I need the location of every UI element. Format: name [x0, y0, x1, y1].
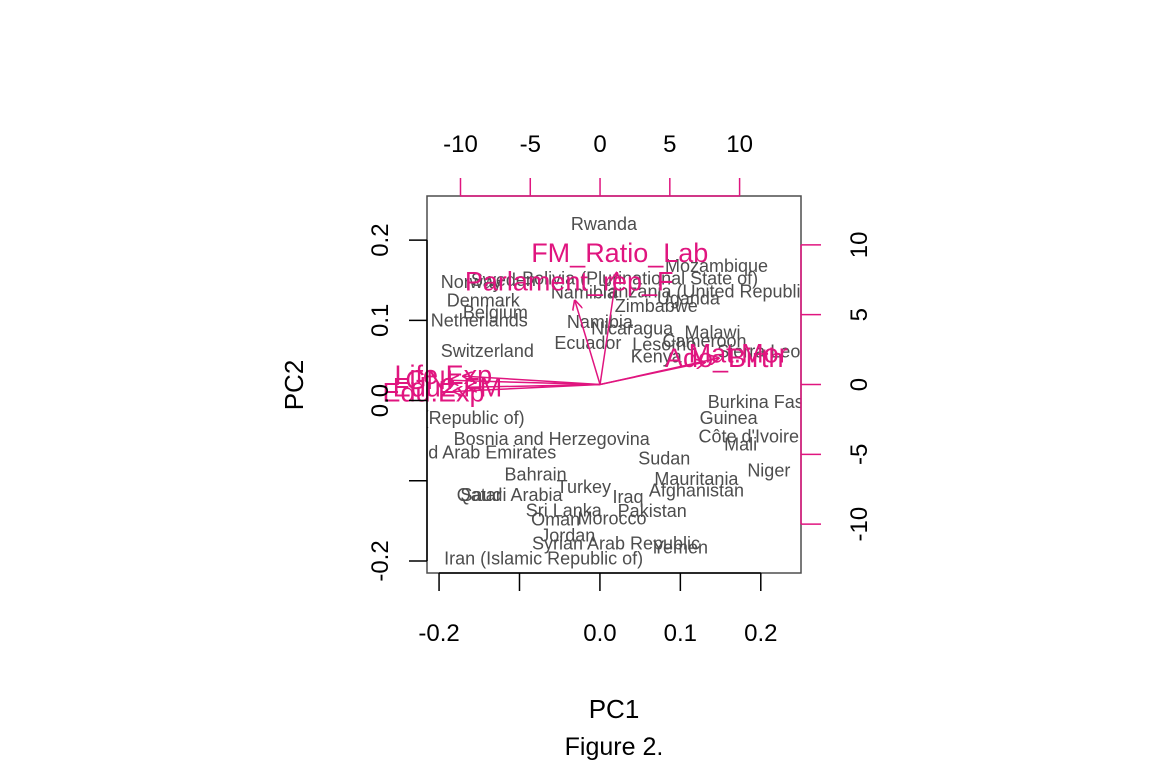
country-label: Bahrain: [505, 464, 567, 484]
loading-label: Mat.Mor: [689, 339, 788, 369]
top-tick-label: 10: [726, 131, 753, 158]
x-axis-title: PC1: [589, 694, 640, 724]
country-label: Iran (Islamic Republic of): [444, 549, 643, 569]
country-label: Jordan: [540, 525, 595, 545]
country-label: Netherlands: [431, 310, 528, 330]
x-tick-label: 0.1: [664, 620, 697, 647]
country-label: Turkey: [557, 477, 611, 497]
top-tick-label: -10: [443, 131, 478, 158]
country-label: Sudan: [638, 448, 690, 468]
country-label: Korea (Republic of): [370, 408, 525, 428]
pc2-score-axis: -0.2 0.0 0.1 0.2: [367, 223, 428, 582]
country-label: Norway: [441, 272, 502, 292]
country-label: Niger: [747, 460, 790, 480]
y-axis-title: PC2: [279, 360, 309, 411]
country-label: Lesotho: [632, 334, 696, 354]
country-label: Belgium: [463, 302, 528, 322]
right-tick-label: -5: [846, 444, 873, 465]
country-label: Bosnia and Herzegovina: [454, 429, 651, 449]
country-label: Zimbabwe: [615, 296, 698, 316]
country-label: Mauritania: [654, 469, 739, 489]
top-tick-label: -5: [520, 131, 541, 158]
x-tick-label: 0.2: [744, 620, 777, 647]
loading-vectors: [449, 273, 718, 392]
pc1-loading-axis: -10 -5 0 5 10: [443, 131, 753, 197]
country-label: Sri Lanka: [526, 500, 603, 520]
country-label: Afghanistan: [649, 480, 744, 500]
y-tick-label: 0.1: [367, 304, 394, 337]
top-tick-label: 0: [593, 131, 606, 158]
pc1-score-axis: -0.2 0.0 0.1 0.2: [418, 572, 777, 647]
loading-arrow: [575, 301, 601, 385]
right-tick-label: 0: [846, 378, 873, 391]
country-label: Burkina Faso: [708, 392, 814, 412]
country-label: Rwanda: [571, 214, 638, 234]
country-label: Yemen: [653, 537, 708, 557]
pc2-loading-axis: -10 -5 0 5 10: [800, 232, 873, 542]
right-tick-label: 5: [846, 308, 873, 321]
country-label: Guinea: [700, 408, 759, 428]
loading-arrow: [463, 376, 601, 386]
country-label: Namibia: [567, 312, 634, 332]
country-label: Morocco: [577, 508, 646, 528]
country-label: Namibia: [551, 282, 618, 302]
country-label: Syrian Arab Republic: [532, 533, 700, 553]
country-label: Tanzania (United Republic: [599, 281, 809, 301]
country-label: Denmark: [447, 290, 521, 310]
country-label: Sierra Leone: [717, 342, 820, 362]
loading-label: Ado_Birth: [665, 343, 784, 373]
country-label: Sweden: [471, 270, 536, 290]
loading-label: Parlament_rep_F: [465, 267, 674, 297]
top-tick-label: 5: [663, 131, 676, 158]
loading-label: Edu2.FM: [393, 373, 503, 403]
loading-label: FM_Ratio_Lab: [531, 238, 708, 268]
loading-arrow: [599, 358, 719, 386]
loading-label: GNI: [405, 365, 453, 395]
country-label: Côte d'Ivoire: [698, 427, 799, 447]
y-tick-label: -0.2: [367, 540, 394, 581]
country-label: Mozambique: [665, 256, 768, 276]
loading-arrow: [449, 380, 601, 384]
right-tick-label: 10: [846, 232, 873, 259]
country-label: Qatar: [457, 485, 502, 505]
country-label: Bolivia (Plurinational State of): [522, 269, 758, 289]
country-label: Iraq: [613, 487, 644, 507]
right-tick-label: -10: [846, 507, 873, 542]
country-label: Kenya: [631, 346, 683, 366]
country-label: Switzerland: [441, 341, 534, 361]
y-tick-label: 0.0: [367, 384, 394, 417]
country-label: Pakistan: [618, 501, 687, 521]
country-label: Malawi: [685, 322, 741, 342]
y-tick-label: 0.2: [367, 223, 394, 256]
country-label: Nicaragua: [591, 318, 674, 338]
country-label: Oman: [531, 509, 580, 529]
loading-label: Edu.Exp: [382, 377, 484, 407]
country-label: Mali: [724, 435, 757, 455]
x-tick-label: -0.2: [418, 620, 459, 647]
loading-arrow: [599, 273, 617, 385]
country-label: Cameroon: [662, 331, 746, 351]
x-tick-label: 0.0: [583, 620, 616, 647]
country-label: Saudi Arabia: [460, 485, 563, 505]
loading-arrow: [467, 385, 601, 388]
figure-caption: Figure 2.: [565, 733, 664, 761]
country-label: Uganda: [657, 289, 721, 309]
loading-label: Life.Exp: [395, 360, 493, 390]
country-label: United Arab Emirates: [386, 443, 556, 463]
